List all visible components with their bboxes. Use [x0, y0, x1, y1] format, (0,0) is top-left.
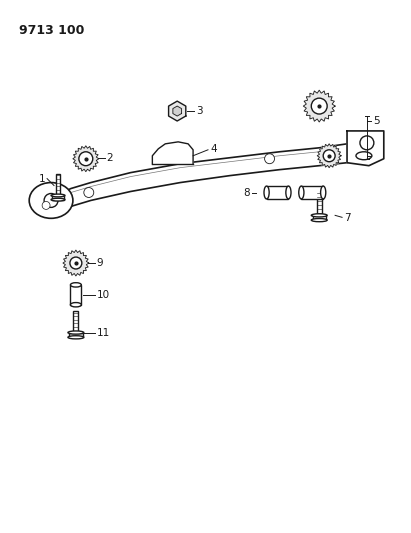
Polygon shape [56, 136, 377, 211]
Circle shape [84, 188, 94, 197]
Ellipse shape [70, 303, 81, 307]
Bar [55, 174, 60, 196]
Circle shape [44, 193, 58, 207]
Text: 11: 11 [97, 328, 110, 337]
Text: 3: 3 [196, 106, 203, 116]
Ellipse shape [286, 186, 291, 199]
Text: 9: 9 [97, 258, 103, 268]
Ellipse shape [356, 152, 372, 160]
Bar [74, 311, 79, 333]
Ellipse shape [68, 336, 84, 339]
Text: 6: 6 [373, 151, 379, 161]
Circle shape [42, 201, 50, 209]
Circle shape [360, 136, 374, 150]
Bar [317, 190, 322, 215]
Text: 1: 1 [39, 174, 45, 183]
Bar [312, 215, 326, 220]
Bar [52, 196, 64, 200]
Circle shape [323, 150, 335, 161]
Ellipse shape [264, 186, 269, 199]
Polygon shape [152, 142, 193, 164]
Polygon shape [73, 146, 99, 172]
Text: 2: 2 [107, 153, 113, 163]
Polygon shape [303, 90, 335, 122]
Ellipse shape [321, 186, 326, 199]
Circle shape [79, 152, 93, 166]
Ellipse shape [70, 282, 81, 287]
Text: 7: 7 [344, 213, 351, 223]
Text: 8: 8 [243, 188, 250, 198]
Circle shape [311, 98, 327, 114]
Ellipse shape [311, 219, 327, 222]
Polygon shape [173, 106, 182, 116]
Text: 5: 5 [373, 116, 379, 126]
Text: 4: 4 [210, 144, 217, 154]
Bar [70, 285, 81, 305]
Bar [301, 186, 323, 199]
Polygon shape [317, 144, 341, 168]
Polygon shape [63, 250, 89, 276]
Polygon shape [347, 131, 384, 166]
Circle shape [70, 257, 82, 269]
Ellipse shape [68, 331, 84, 334]
Ellipse shape [299, 186, 304, 199]
Text: 10: 10 [97, 290, 110, 300]
Bar [69, 333, 83, 337]
Ellipse shape [51, 198, 65, 201]
Circle shape [265, 154, 275, 164]
Text: 9713 100: 9713 100 [19, 23, 85, 37]
Ellipse shape [311, 214, 327, 217]
Ellipse shape [51, 194, 65, 197]
Bar [267, 186, 289, 199]
Ellipse shape [29, 183, 73, 219]
Polygon shape [169, 101, 186, 121]
